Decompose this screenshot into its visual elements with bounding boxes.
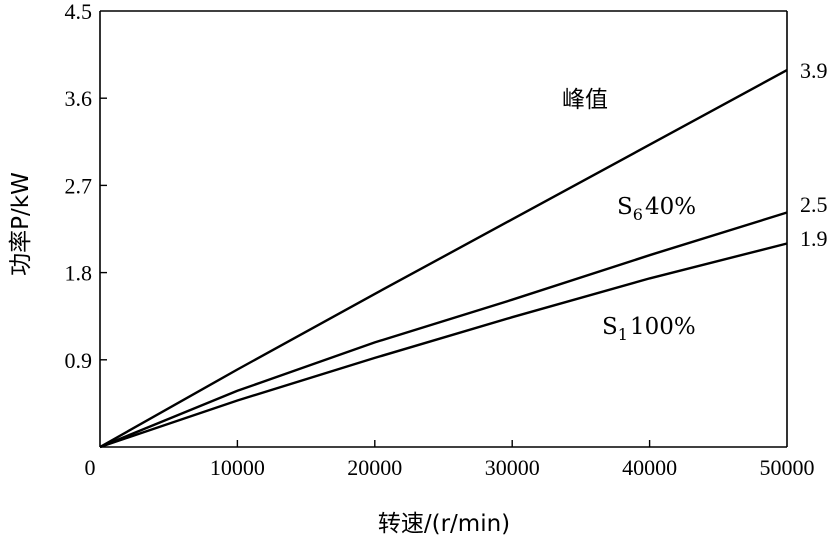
s1-100-series-label: S1100% [602,314,696,344]
s6-40-series-label: S640% [617,194,696,224]
s1-100-end-value: 1.9 [800,226,828,251]
y-tick-label: 3.6 [65,86,93,111]
peak-series-label: 峰值 [562,87,608,113]
peak-series-line [99,69,788,449]
s1-100-series-line [99,242,788,449]
peak-end-value: 3.9 [800,58,828,83]
end-labels: 3.9 2.5 1.9 [800,58,828,251]
series-lines [99,69,788,449]
x-tick-label: 20000 [347,455,402,480]
x-tick-label: 30000 [485,455,540,480]
y-tick-label: 1.8 [65,261,93,286]
series-labels: 峰值 S640% S1100% [562,87,696,344]
y-tick-label: 2.7 [65,173,93,198]
y-axis-title: 功率P/kW [8,172,34,276]
s6-40-series-line [99,211,788,449]
x-tick-label: 40000 [622,455,677,480]
x-tick-label: 0 [85,455,96,480]
y-ticks: 0.9 1.8 2.7 3.6 4.5 [65,0,107,373]
x-tick-label: 10000 [210,455,265,480]
s6-40-end-value: 2.5 [800,192,828,217]
axes [99,10,788,448]
y-tick-label: 4.5 [65,0,93,24]
y-tick-label: 0.9 [65,348,93,373]
x-axis-title: 转速/(r/min) [378,511,510,537]
x-ticks: 0 10000 20000 30000 40000 50000 [85,440,815,480]
x-tick-label: 50000 [760,455,815,480]
